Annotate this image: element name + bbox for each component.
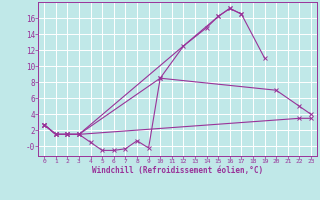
- X-axis label: Windchill (Refroidissement éolien,°C): Windchill (Refroidissement éolien,°C): [92, 166, 263, 175]
